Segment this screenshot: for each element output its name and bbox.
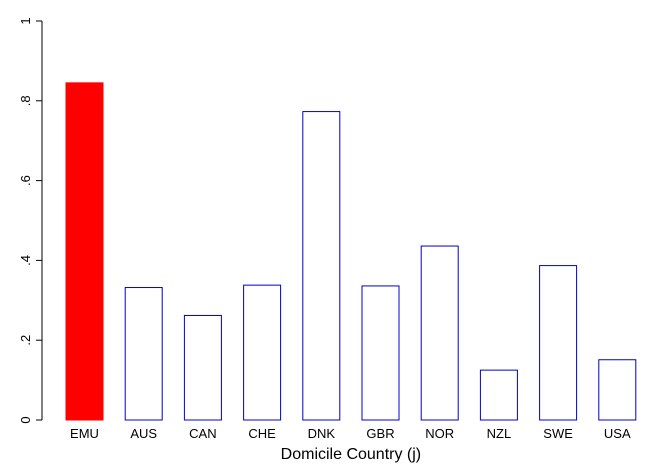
x-tick-label: CHE — [248, 426, 276, 441]
bar-gbr — [361, 285, 400, 421]
x-ticks-group: EMU AUS CAN CHE DNK GBR NOR NZL SWE USA — [70, 426, 631, 441]
x-tick-label: GBR — [366, 426, 394, 441]
plot-area: 0 .2 .4 .6 .8 1 EMU AUS CAN CHE DNK GBR NOR NZL SWE US… — [18, 17, 637, 441]
x-tick-label: AUS — [130, 426, 157, 441]
bars-group — [65, 82, 637, 421]
x-tick-label: DNK — [308, 426, 336, 441]
y-tick-label: .4 — [18, 255, 33, 266]
y-tick-label: .6 — [18, 175, 33, 186]
x-tick-label: CAN — [189, 426, 216, 441]
y-tick-label: 1 — [18, 17, 33, 24]
x-tick-label: EMU — [70, 426, 99, 441]
y-tick-label: .2 — [18, 335, 33, 346]
bar-aus — [124, 287, 163, 421]
bar-swe — [539, 265, 578, 421]
x-axis-title: Domicile Country (j) — [281, 446, 421, 463]
bar-nor — [420, 245, 459, 421]
y-tick-label: 0 — [18, 416, 33, 423]
bar-nzl — [479, 369, 518, 421]
bar-can — [183, 314, 222, 421]
x-tick-label: NZL — [487, 426, 512, 441]
x-tick-label: NOR — [425, 426, 454, 441]
y-ticks-group: 0 .2 .4 .6 .8 1 — [18, 17, 42, 424]
bar-emu — [65, 82, 104, 421]
x-tick-label: SWE — [543, 426, 573, 441]
bar-usa — [598, 359, 637, 421]
y-tick-label: .8 — [18, 95, 33, 106]
bar-dnk — [302, 111, 341, 421]
bar-che — [243, 284, 282, 421]
x-tick-label: USA — [604, 426, 631, 441]
